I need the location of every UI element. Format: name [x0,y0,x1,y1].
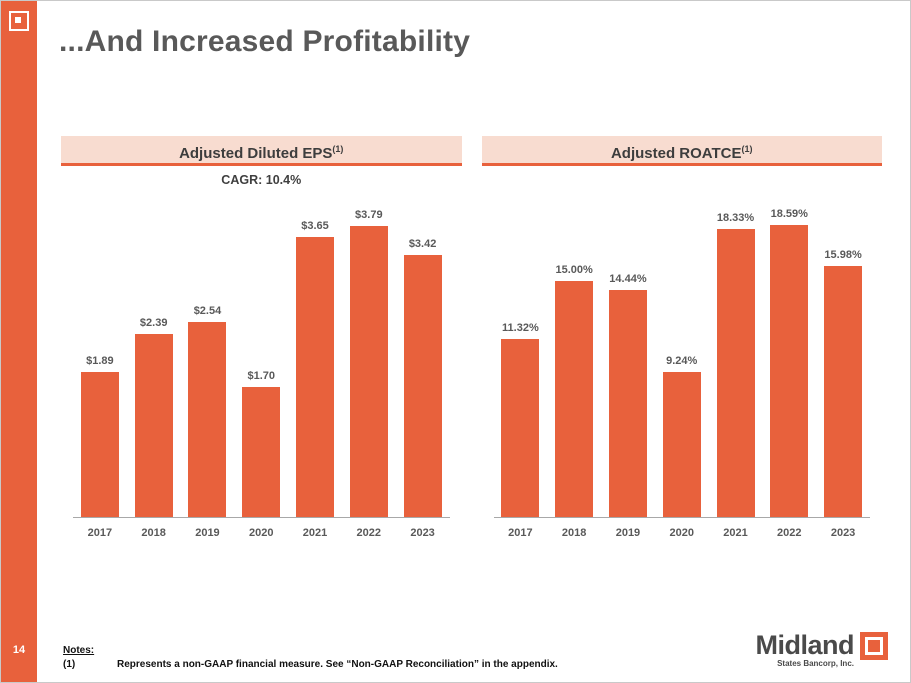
x-axis-label: 2018 [561,527,587,539]
bar-value-label: 9.24% [666,354,698,367]
bar-value-label: 18.33% [716,212,755,225]
company-subtitle: States Bancorp, Inc. [777,659,854,668]
bar [188,322,227,517]
company-name: Midland [755,630,855,660]
bar-group: $2.54 [181,195,235,517]
footnote-marker: (1) [63,659,76,670]
bar-group: $3.65 [288,195,342,517]
charts-row: Adjusted Diluted EPS(1) CAGR: 10.4% $1.8… [61,136,882,539]
x-axis-label: 2020 [669,527,694,539]
bar-group: $3.42 [396,195,450,517]
company-logo-text: Midland States Bancorp, Inc. [755,630,855,669]
company-logo-icon [860,632,888,660]
bar-value-label: $1.89 [86,355,114,368]
notes-block: Notes: (1) Represents a non-GAAP financi… [63,645,558,670]
left-accent-bar: 14 [1,1,37,682]
bar-value-label: $1.70 [247,369,275,382]
bar-group: 18.59% [762,195,816,517]
bar-value-label: 15.98% [824,249,862,261]
bar-group: $1.89 [73,195,127,517]
x-axis: 2017 2018 2019 2020 2021 2022 2023 [73,518,450,539]
bar [403,254,442,517]
roatce-chart-panel: Adjusted ROATCE(1) 11.32% 15.00% 14.44% 9.2… [481,136,883,539]
bar-group: 14.44% [601,195,655,517]
bar [716,229,755,517]
company-logo-icon-ring [865,637,883,655]
roatce-chart-title: Adjusted ROATCE [610,145,742,162]
bar-group: $3.79 [342,195,396,517]
roatce-chart-header: Adjusted ROATCE(1) [481,136,882,166]
bar [662,371,701,517]
company-logo: Midland States Bancorp, Inc. [755,630,888,669]
page-number: 14 [12,644,26,656]
roatce-chart-footnote-superscript: (1) [741,144,753,154]
bar [608,290,647,517]
plot-area: $1.89 $2.39 $2.54 $1.70 $3.65 $3.79 $3.42 [73,195,450,518]
bar-value-label: 11.32% [502,322,539,335]
eps-cagr-label: CAGR: 10.4% [221,173,302,187]
bar-value-label: $3.42 [408,237,437,250]
bar-value-label: $2.39 [139,316,168,329]
bar [501,339,540,517]
company-square-icon [9,11,29,31]
bar-value-label: $3.79 [355,209,383,222]
plot-area: 11.32% 15.00% 14.44% 9.24% 18.33% 18.59% 15.98… [493,195,870,518]
bar-value-label: $3.65 [301,220,329,233]
x-axis-label: 2021 [723,527,748,539]
bar [349,226,388,517]
eps-chart-panel: Adjusted Diluted EPS(1) CAGR: 10.4% $1.8… [61,136,462,539]
eps-chart-title: Adjusted Diluted EPS [179,145,333,162]
x-axis-label: 2021 [302,527,328,539]
bar-group: $1.70 [234,195,288,517]
x-axis-label: 2017 [508,527,533,539]
x-axis-label: 2022 [777,527,802,539]
bar [242,386,281,517]
x-axis-label: 2023 [830,527,856,539]
bar [770,225,809,517]
bar [296,237,335,517]
eps-chart-footnote-superscript: (1) [332,144,344,154]
x-axis: 2017 2018 2019 2020 2021 2022 2023 [494,518,871,539]
notes-label: Notes: [63,645,95,656]
bar-group: $2.39 [127,195,181,517]
x-axis-label: 2017 [87,527,113,539]
slide-title: ...And Increased Profitability [59,25,471,58]
bar-group: 11.32% [494,195,548,517]
eps-chart-header: Adjusted Diluted EPS(1) [61,136,462,166]
bar-value-label: 18.59% [770,208,808,221]
bar-value-label: $2.54 [193,305,222,318]
x-axis-label: 2022 [356,527,382,539]
footnote-text: Represents a non-GAAP financial measure.… [117,659,558,670]
bar-group: 9.24% [655,195,709,517]
slide-body: ...And Increased Profitability Adjusted … [37,1,910,682]
bar-value-label: 15.00% [555,264,593,277]
bar-group: 15.98% [816,195,870,517]
bar-group: 18.33% [709,195,763,517]
bar-value-label: 14.44% [609,273,647,286]
bar-group: 15.00% [547,195,601,517]
x-axis-label: 2020 [248,527,274,539]
bar [80,372,119,517]
bar [824,266,863,517]
company-square-icon-inner [15,17,21,23]
x-axis-label: 2019 [195,527,220,539]
x-axis-label: 2018 [141,527,166,539]
footnote-row: (1) Represents a non-GAAP financial meas… [63,659,558,670]
bar [555,281,594,517]
bar [134,333,173,517]
x-axis-label: 2019 [615,527,641,539]
x-axis-label: 2023 [410,527,435,539]
roatce-subtitle-spacer [482,173,883,195]
